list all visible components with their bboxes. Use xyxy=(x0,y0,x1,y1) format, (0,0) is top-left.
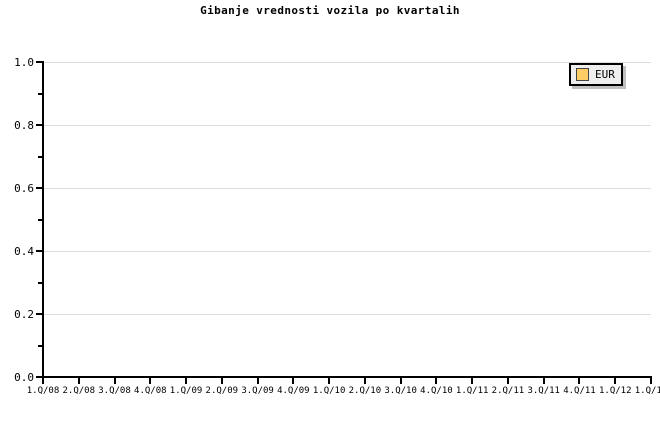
y-axis-line xyxy=(42,61,44,378)
gridline xyxy=(43,62,651,63)
y-axis-label-wrap: 0.8 xyxy=(0,119,34,132)
y-axis-tick-minor xyxy=(38,344,43,347)
x-axis-tick xyxy=(77,378,80,384)
y-axis-tick-major xyxy=(36,250,43,252)
y-axis-label: 1.0 xyxy=(14,56,34,69)
y-axis-tick-major xyxy=(36,124,43,126)
x-axis-label: 1.Q/09 xyxy=(169,386,203,396)
legend-entry-label: EUR xyxy=(595,68,615,81)
x-axis-tick xyxy=(614,378,617,384)
y-axis-label: 0.6 xyxy=(14,182,34,195)
x-axis-tick xyxy=(185,378,188,384)
y-axis-label-wrap: 0.4 xyxy=(0,245,34,258)
y-axis-label: 0.4 xyxy=(14,245,34,258)
y-axis-tick-minor xyxy=(38,281,43,284)
y-axis-tick-minor xyxy=(38,92,43,95)
y-axis-label-wrap: 0.6 xyxy=(0,182,34,195)
x-axis-label: 4.Q/11 xyxy=(563,386,596,396)
x-axis-tick xyxy=(542,378,545,384)
x-axis-label: 2.Q/08 xyxy=(62,386,96,396)
x-axis-tick xyxy=(363,378,366,384)
x-axis-tick xyxy=(650,378,652,384)
y-axis-tick-major xyxy=(36,376,43,378)
x-axis-tick xyxy=(42,378,44,384)
x-axis-tick xyxy=(435,378,438,384)
x-axis-line xyxy=(42,376,652,378)
chart-legend[interactable]: EUR xyxy=(569,63,623,86)
x-axis-tick xyxy=(399,378,402,384)
x-axis-label: 4.Q/08 xyxy=(134,386,167,396)
y-axis-label-wrap: 0.2 xyxy=(0,308,34,321)
gridline xyxy=(43,125,651,126)
y-axis-label: 0.0 xyxy=(14,371,34,384)
y-axis-tick-major xyxy=(36,187,43,189)
x-axis-label: 3.Q/08 xyxy=(98,386,131,396)
x-axis-tick xyxy=(149,378,152,384)
x-axis-tick xyxy=(220,378,223,384)
x-axis-label: 1.Q/10 xyxy=(312,386,346,396)
y-axis-label: 0.2 xyxy=(14,308,34,321)
y-axis-tick-minor xyxy=(38,218,43,221)
x-axis-tick xyxy=(113,378,116,384)
x-axis-label: 2.Q/11 xyxy=(491,386,525,396)
x-axis-label: 1.Q/08 xyxy=(26,386,60,396)
y-axis-tick-minor xyxy=(38,155,43,158)
x-axis-label: 3.Q/11 xyxy=(527,386,560,396)
x-axis-label: 4.Q/09 xyxy=(277,386,310,396)
y-axis-tick-major xyxy=(36,61,43,63)
x-axis-label: 1.Q/12 xyxy=(598,386,632,396)
x-axis-tick xyxy=(578,378,581,384)
x-axis-tick xyxy=(506,378,509,384)
gridline xyxy=(43,251,651,252)
x-axis-tick xyxy=(471,378,474,384)
y-axis-label: 0.8 xyxy=(14,119,34,132)
x-axis-label: 2.Q/09 xyxy=(205,386,239,396)
y-axis-tick-major xyxy=(36,313,43,315)
x-axis-label: 2.Q/10 xyxy=(348,386,382,396)
x-axis-tick xyxy=(292,378,295,384)
chart-title: Gibanje vrednosti vozila po kvartalih xyxy=(200,4,460,17)
x-axis-label: 3.Q/09 xyxy=(241,386,274,396)
gridline xyxy=(43,188,651,189)
x-axis-label: 3.Q/10 xyxy=(384,386,417,396)
y-axis-label-wrap: 0.0 xyxy=(0,371,34,384)
x-axis-label: 1.Q/11 xyxy=(455,386,489,396)
x-axis-label: 4.Q/10 xyxy=(420,386,453,396)
x-axis-tick xyxy=(256,378,259,384)
plot-area xyxy=(43,62,651,377)
x-axis-tick xyxy=(328,378,331,384)
y-axis-label-wrap: 1.0 xyxy=(0,56,34,69)
x-axis-label: 1.Q/12 xyxy=(634,386,660,396)
legend-swatch-icon xyxy=(576,68,589,81)
gridline xyxy=(43,314,651,315)
